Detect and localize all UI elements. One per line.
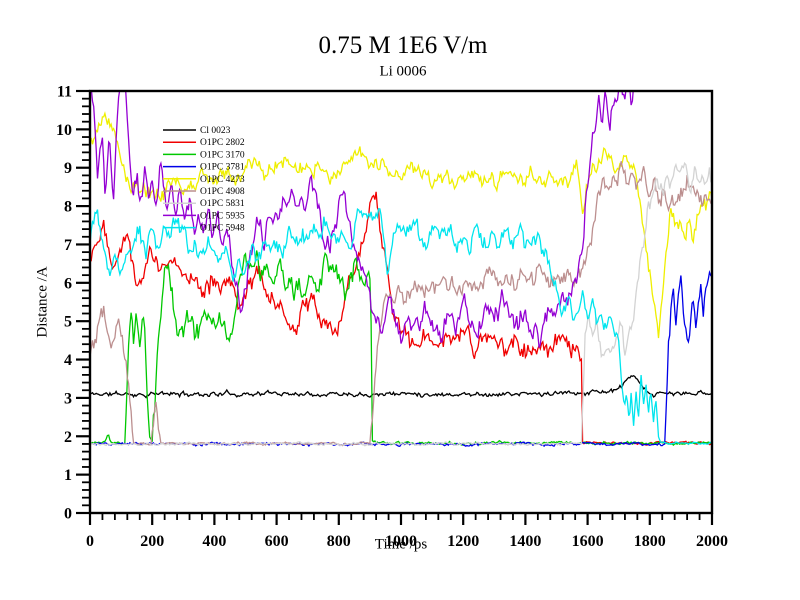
x-tick-label: 1600 (572, 533, 604, 550)
legend-entry: Cl 0023 (163, 126, 231, 136)
legend: Cl 0023 O1PC 2802 O1PC 3170 O1PC 3781 O1PC 4… (163, 126, 245, 234)
legend-entry: O1PC 2802 (163, 138, 245, 148)
y-tick-label: 11 (57, 84, 72, 101)
legend-label: O1PC 3781 (200, 163, 245, 173)
series-line-o1pc-5831 (90, 161, 712, 447)
legend-entry: O1PC 3170 (163, 150, 245, 160)
series-line-o1pc-5948 (90, 207, 712, 446)
legend-entry: O1PC 4908 (163, 187, 245, 197)
legend-label: O1PC 3170 (200, 150, 245, 160)
axis-ticks (76, 89, 714, 525)
legend-label: O1PC 5935 (200, 211, 245, 221)
y-tick-label: 7 (64, 237, 72, 254)
series-line-o1pc-4273 (90, 111, 712, 339)
plot-frame (88, 89, 714, 515)
chart-subtitle: Li 0006 (379, 63, 427, 80)
y-tick-label: 5 (64, 314, 72, 331)
x-tick-label: 2000 (696, 533, 728, 550)
series-lines (90, 91, 712, 448)
x-axis-label: Time /ps (374, 536, 428, 553)
legend-label: O1PC 4908 (200, 187, 245, 197)
x-tick-label: 600 (265, 533, 289, 550)
x-tick-label: 0 (86, 533, 94, 550)
y-tick-label: 4 (64, 352, 72, 369)
legend-label: Cl 0023 (200, 126, 231, 136)
x-tick-label: 400 (202, 533, 226, 550)
legend-entry: O1PC 5948 (163, 224, 245, 234)
axis-tick-labels: 0 1 2 3 4 5 6 7 8 9 10 11 0 200 400 600 800 1000 1200 1400 1… (56, 84, 728, 551)
legend-entry: O1PC 5935 (163, 211, 245, 221)
y-tick-label: 0 (64, 506, 72, 523)
y-tick-label: 8 (64, 199, 72, 216)
x-tick-label: 1800 (634, 533, 666, 550)
y-tick-label: 9 (64, 160, 72, 177)
series-line-o1pc-3781 (90, 269, 712, 448)
y-tick-label: 3 (64, 390, 72, 407)
legend-label: O1PC 5948 (200, 224, 245, 234)
y-tick-label: 10 (56, 122, 72, 139)
legend-label: O1PC 2802 (200, 138, 245, 148)
x-tick-label: 800 (327, 533, 351, 550)
legend-entry: O1PC 4273 (163, 175, 245, 185)
series-line-o1pc-5935 (90, 91, 634, 348)
x-tick-label: 1200 (447, 533, 479, 550)
legend-label: O1PC 5831 (200, 199, 245, 209)
x-tick-label: 200 (140, 533, 164, 550)
series-line-cl-0023 (90, 374, 712, 399)
legend-label: O1PC 4273 (200, 175, 245, 185)
y-tick-label: 1 (64, 467, 72, 484)
y-tick-label: 6 (64, 275, 72, 292)
y-tick-label: 2 (64, 429, 72, 446)
legend-entry: O1PC 3781 (163, 163, 245, 173)
x-tick-label: 1400 (509, 533, 541, 550)
chart-title: 0.75 M 1E6 V/m (318, 32, 488, 59)
x-tick-label: 1000 (385, 533, 417, 550)
series-line-o1pc-4908 (90, 161, 712, 447)
legend-entry: O1PC 5831 (163, 199, 245, 209)
